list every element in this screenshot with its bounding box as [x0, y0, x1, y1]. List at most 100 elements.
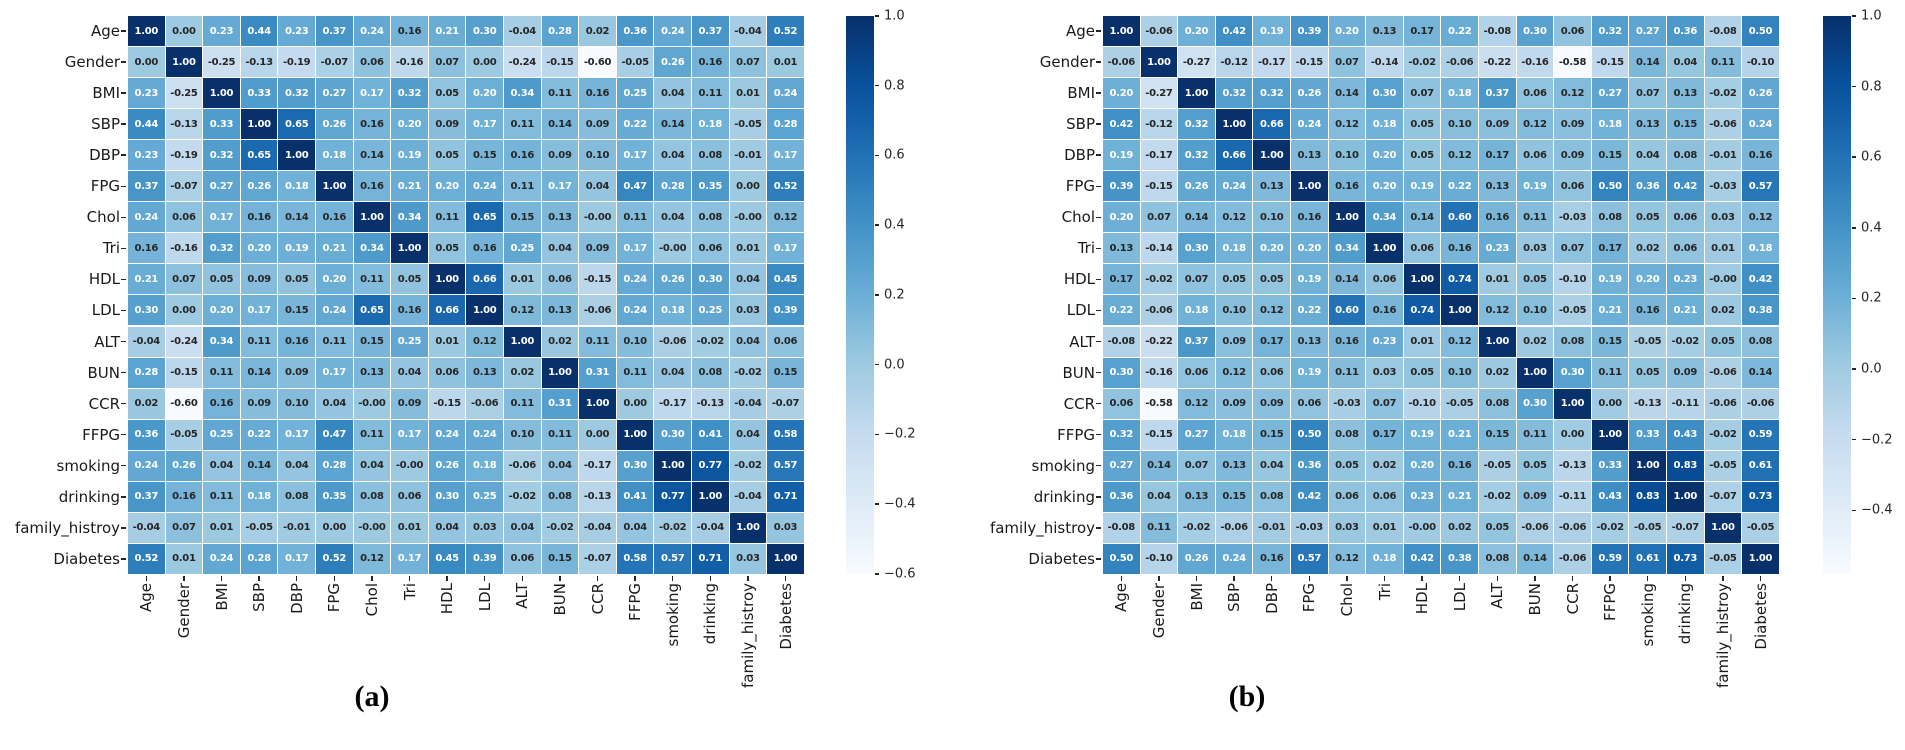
heatmap-cell: 0.00 [128, 47, 165, 78]
heatmap-cell: 0.04 [353, 450, 391, 481]
y-tick-label: CCR [88, 394, 120, 413]
heatmap-cell: 0.42 [1667, 171, 1704, 202]
heatmap-cell: 0.30 [1516, 388, 1554, 419]
heatmap-cell: 0.19 [1103, 140, 1140, 171]
heatmap-cell: 0.60 [1441, 202, 1478, 233]
heatmap-cell: 0.11 [504, 171, 541, 202]
heatmap-cell: 0.07 [165, 264, 203, 295]
heatmap-cell: 0.08 [692, 202, 729, 233]
heatmap-cell: 0.01 [767, 47, 804, 78]
heatmap-cell: 0.24 [316, 295, 353, 326]
colorbar-tick-label: 0.0 [884, 357, 905, 373]
heatmap-cell: 0.28 [767, 109, 804, 140]
heatmap-cell: 1.00 [541, 357, 579, 388]
heatmap-cell: 0.45 [767, 264, 804, 295]
heatmap-cell: -0.10 [1140, 543, 1178, 574]
heatmap-cell: 0.12 [1178, 388, 1215, 419]
heatmap-cell: -0.11 [1554, 481, 1591, 512]
heatmap-cell: 0.05 [1516, 264, 1554, 295]
heatmap-cell: 0.23 [1479, 233, 1516, 264]
heatmap-cell: 0.10 [1441, 109, 1478, 140]
heatmap-cell: 0.58 [616, 543, 654, 574]
heatmap-cell: -0.05 [165, 419, 203, 450]
heatmap-cell: 0.17 [1479, 140, 1516, 171]
heatmap-cell: 0.22 [240, 419, 278, 450]
heatmap-cell: 0.08 [1479, 543, 1516, 574]
heatmap-cell: 0.22 [1291, 295, 1328, 326]
heatmap-cell: 0.13 [1366, 16, 1403, 47]
heatmap-cell: 0.18 [316, 140, 353, 171]
heatmap-cell: 0.07 [1178, 264, 1215, 295]
heatmap-cell: 0.77 [654, 481, 691, 512]
heatmap-cell: 0.12 [353, 543, 391, 574]
heatmap-cell: 1.00 [428, 264, 466, 295]
x-tick-mark [1270, 575, 1273, 581]
y-tick-label: Chol [86, 208, 120, 227]
heatmap-cell: 0.10 [278, 388, 315, 419]
heatmap-cell: -0.05 [1704, 450, 1742, 481]
heatmap-cell: -0.03 [1328, 388, 1366, 419]
subfigure-caption-a: (a) [354, 680, 390, 713]
colorbar-tick-mark [875, 503, 879, 505]
x-tick-mark [258, 575, 260, 581]
heatmap-cell: 0.11 [428, 202, 466, 233]
colorbar-tick-label: −0.6 [884, 566, 916, 582]
heatmap-cell: -0.16 [165, 233, 203, 264]
heatmap-cell: 0.35 [692, 171, 729, 202]
heatmap-cell: -0.01 [278, 512, 315, 543]
heatmap-cell: -0.06 [1554, 543, 1591, 574]
x-tick-label: LDL [1450, 582, 1469, 612]
heatmap-cell: 0.36 [1629, 171, 1666, 202]
heatmap-cell: 0.24 [654, 16, 691, 47]
heatmap-cell: 0.02 [541, 326, 579, 357]
heatmap-cell: 0.32 [1253, 78, 1290, 109]
heatmap-cell: 0.36 [128, 419, 165, 450]
heatmap-cell: 0.36 [1103, 481, 1140, 512]
y-tick-mark [121, 340, 126, 343]
heatmap-cell: 0.18 [240, 481, 278, 512]
heatmap-cell: 0.23 [1403, 481, 1441, 512]
heatmap-cell: -0.06 [1215, 512, 1253, 543]
heatmap-cell: 0.07 [1403, 78, 1441, 109]
x-tick-mark [1346, 575, 1348, 581]
colorbar-tick-mark [875, 224, 879, 226]
heatmap-cell: -0.05 [1479, 450, 1516, 481]
heatmap-cell: 0.11 [203, 357, 240, 388]
heatmap-cell: -0.05 [1554, 295, 1591, 326]
y-tick-mark [1096, 92, 1101, 94]
heatmap-cell: -0.00 [729, 202, 767, 233]
heatmap-cell: 0.30 [1516, 16, 1554, 47]
heatmap-cell: 0.07 [1366, 388, 1403, 419]
y-tick-label: DBP [1064, 146, 1095, 165]
heatmap-cell: 0.33 [1629, 419, 1666, 450]
heatmap-cell: -0.07 [767, 388, 804, 419]
y-tick-label: FFPG [82, 425, 120, 444]
heatmap-cell: 0.14 [240, 450, 278, 481]
heatmap-cell: -0.05 [1704, 543, 1742, 574]
heatmap-cell: 0.16 [353, 109, 391, 140]
heatmap-cell: 0.34 [353, 233, 391, 264]
heatmap-cell: 0.26 [316, 109, 353, 140]
heatmap-cell: -0.00 [579, 202, 616, 233]
heatmap-cell: 0.45 [428, 543, 466, 574]
x-tick-mark [333, 575, 336, 581]
heatmap-cell: 0.17 [203, 202, 240, 233]
heatmap-cell: 0.59 [1742, 419, 1779, 450]
x-tick-mark [784, 575, 787, 581]
y-tick-label: FPG [1065, 177, 1095, 196]
heatmap-cell: 0.08 [1253, 481, 1290, 512]
heatmap-cell: 0.14 [240, 357, 278, 388]
y-tick-label: Gender [64, 53, 120, 72]
colorbar-tick-mark [1852, 15, 1856, 17]
colorbar-tick-mark [1852, 368, 1856, 370]
heatmap-cell: 0.65 [278, 109, 315, 140]
heatmap-cell: 0.30 [1103, 357, 1140, 388]
heatmap-cell: 0.02 [1441, 512, 1478, 543]
heatmap-cell: -0.00 [353, 388, 391, 419]
heatmap-cell: 0.25 [391, 326, 428, 357]
heatmap-cell: 0.41 [692, 419, 729, 450]
heatmap-cell: 0.12 [1479, 295, 1516, 326]
y-tick-label: DBP [89, 146, 120, 165]
heatmap-cell: 0.20 [1366, 140, 1403, 171]
heatmap-cell: 0.23 [1366, 326, 1403, 357]
